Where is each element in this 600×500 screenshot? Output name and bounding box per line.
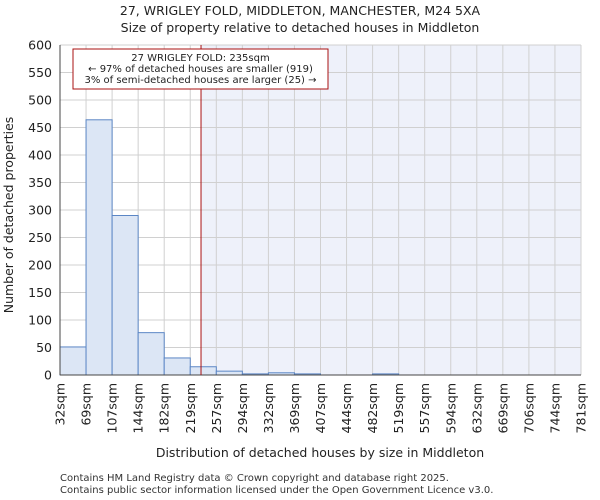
x-tick-label: 781sqm [574, 383, 589, 433]
y-tick-label: 350 [28, 175, 52, 190]
y-tick-label: 600 [28, 38, 52, 53]
bar [111, 215, 139, 376]
x-tick-label: 669sqm [495, 383, 510, 433]
x-tick-label: 182sqm [157, 383, 172, 433]
chart-subtitle: Size of property relative to detached ho… [120, 20, 480, 35]
y-tick-label: 450 [28, 120, 52, 135]
bar [85, 119, 113, 376]
y-tick-label: 50 [36, 340, 52, 355]
bar [137, 332, 165, 376]
annotation-box [72, 48, 329, 90]
chart-title: 27, WRIGLEY FOLD, MIDDLETON, MANCHESTER,… [119, 3, 481, 18]
x-tick-label: 294sqm [235, 383, 250, 433]
x-tick-label: 557sqm [417, 383, 432, 433]
x-tick-label: 332sqm [261, 383, 276, 433]
x-tick-label: 144sqm [131, 383, 146, 433]
y-axis-label: Number of detached properties [1, 117, 16, 314]
y-tick-label: 300 [28, 203, 52, 218]
annotation-larger: 3% of semi-detached houses are larger (2… [84, 75, 316, 86]
bar [59, 346, 87, 376]
annotation-title: 27 WRIGLEY FOLD: 235sqm [131, 53, 269, 64]
y-tick-label: 550 [28, 65, 52, 80]
x-tick-label: 69sqm [79, 383, 94, 426]
x-tick-label: 219sqm [183, 383, 198, 433]
x-tick-label: 257sqm [209, 383, 224, 433]
x-tick-label: 594sqm [443, 383, 458, 433]
x-tick-label: 369sqm [287, 383, 302, 433]
x-tick-label: 107sqm [105, 383, 120, 433]
x-tick-label: 706sqm [521, 383, 536, 433]
y-tick-label: 500 [28, 93, 52, 108]
y-tick-label: 100 [28, 313, 52, 328]
x-tick-label: 632sqm [469, 383, 484, 433]
y-tick-label: 200 [28, 258, 52, 273]
x-tick-label: 32sqm [53, 383, 68, 426]
x-tick-label: 482sqm [365, 383, 380, 433]
x-tick-label: 519sqm [391, 383, 406, 433]
y-tick-label: 250 [28, 230, 52, 245]
x-axis-label: Distribution of detached houses by size … [156, 445, 484, 460]
annotation-smaller: ← 97% of detached houses are smaller (91… [88, 64, 313, 75]
bar [163, 357, 191, 376]
x-tick-label: 407sqm [313, 383, 328, 433]
footer-copyright: Contains HM Land Registry data © Crown c… [60, 473, 449, 484]
y-tick-label: 0 [44, 368, 52, 383]
bar [215, 370, 243, 376]
x-tick-label: 444sqm [339, 383, 354, 433]
x-tick-label: 744sqm [547, 383, 562, 433]
bar [189, 366, 217, 376]
y-tick-label: 400 [28, 148, 52, 163]
footer-licence: Contains public sector information licen… [60, 485, 494, 496]
y-tick-label: 150 [28, 285, 52, 300]
